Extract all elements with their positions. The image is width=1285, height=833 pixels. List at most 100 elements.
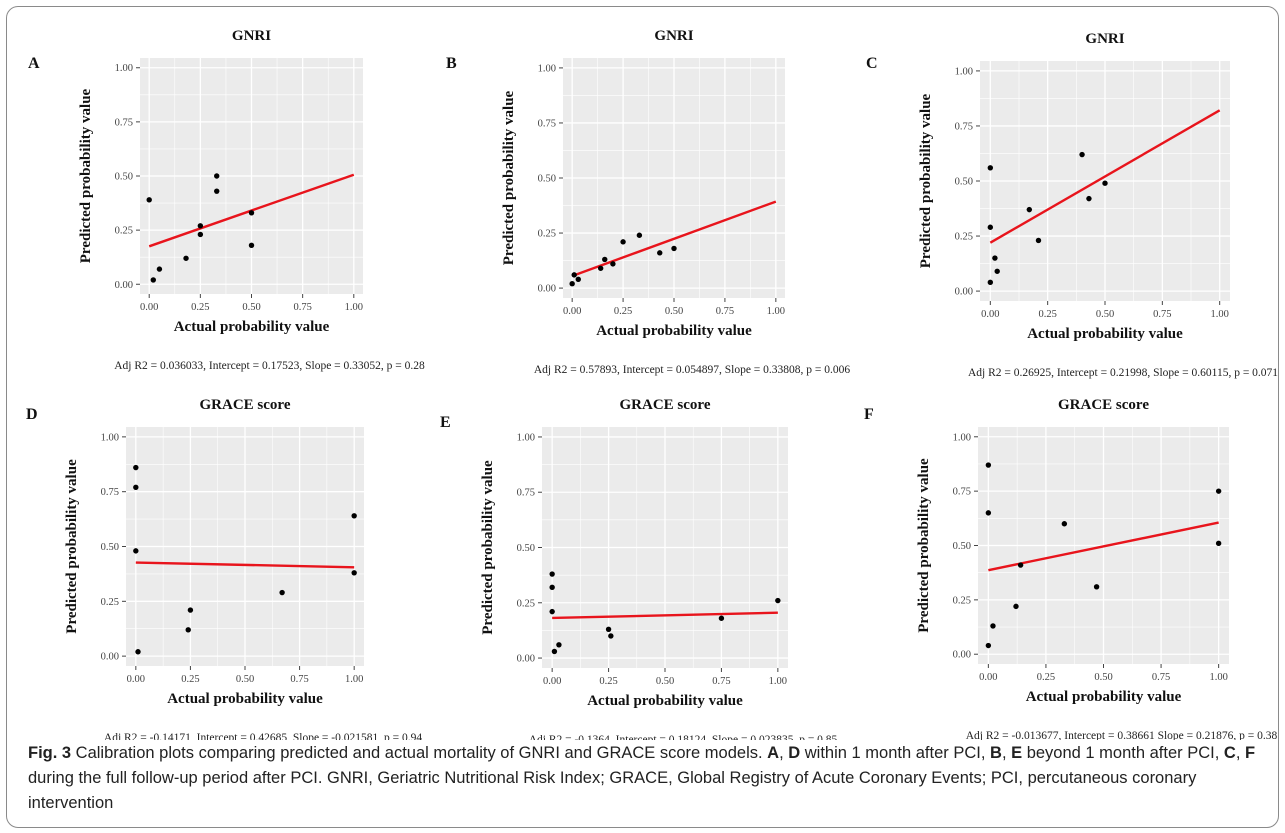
x-tick-label: 0.50 (242, 302, 260, 313)
data-point (671, 245, 677, 252)
data-point (597, 265, 604, 271)
data-point (1102, 180, 1108, 186)
data-point (987, 165, 994, 171)
y-tick-label: 0.75 (953, 487, 971, 498)
y-tick-label: 0.25 (955, 232, 973, 243)
data-point (150, 277, 156, 283)
y-tick-label: 1.00 (538, 63, 556, 74)
caption-text: Calibration plots comparing predicted an… (28, 744, 1255, 812)
x-tick-label: 1.00 (1209, 672, 1227, 683)
caption-label: Fig. 3 (28, 744, 72, 762)
x-tick-label: 0.25 (1038, 309, 1056, 320)
data-point (994, 268, 1000, 274)
y-tick-label: 0.25 (101, 597, 119, 608)
regression-line (135, 561, 355, 569)
y-tick-label: 1.00 (953, 432, 971, 443)
regression-line (988, 521, 1219, 572)
panel-letter: F (864, 406, 874, 423)
y-tick-label: 0.00 (538, 284, 556, 295)
x-tick-label: 0.25 (614, 306, 632, 317)
x-tick-label: 0.50 (1096, 309, 1114, 320)
x-tick-label: 0.75 (1153, 309, 1171, 320)
data-point (279, 589, 285, 596)
panel-letter: E (440, 414, 451, 431)
figure-caption: Fig. 3 Calibration plots comparing predi… (28, 741, 1263, 816)
y-tick-label: 1.00 (115, 63, 133, 74)
y-tick-label: 0.75 (101, 487, 119, 498)
x-tick-label: 0.00 (979, 672, 997, 683)
data-point (248, 242, 255, 248)
panel-title: GRACE score (1058, 397, 1149, 413)
panel-c: 0.00 0.00 0.25 0.25 0.50 0.50 0.75 0.75 1.00 1.00… (866, 31, 1278, 379)
caption-panel-ref: B (990, 744, 1002, 762)
data-point (987, 279, 994, 285)
y-tick-label: 1.00 (101, 432, 119, 443)
data-point (156, 266, 163, 272)
y-tick-label: 0.75 (115, 117, 133, 128)
y-tick-label: 0.50 (538, 174, 556, 185)
x-tick-label: 1.00 (345, 302, 363, 313)
data-point (1035, 237, 1042, 244)
regression-stats: Adj R2 = -0.1364, Intercept = 0.18124, S… (529, 734, 838, 740)
y-tick-label: 0.00 (101, 652, 119, 663)
regression-stats: Adj R2 = -0.14171, Intercept = 0.42685, … (104, 732, 422, 740)
data-point (183, 255, 189, 261)
data-point (990, 623, 996, 629)
caption-panel-ref: F (1245, 744, 1256, 762)
data-point (985, 462, 992, 468)
y-tick-label: 0.75 (955, 121, 973, 132)
panel-e: 0.00 0.00 0.25 0.25 0.50 0.50 0.75 0.75 1.00 1.00… (440, 397, 838, 740)
x-tick-label: 0.25 (181, 674, 199, 685)
data-point (605, 626, 612, 633)
y-tick-label: 0.00 (955, 287, 973, 298)
x-tick-label: 0.25 (191, 302, 209, 313)
x-tick-label: 1.00 (769, 676, 787, 687)
caption-text-part: during the full follow-up period after P… (28, 769, 1197, 812)
panel-title: GNRI (232, 28, 271, 44)
x-tick-label: 0.00 (140, 302, 158, 313)
panel-letter: B (446, 55, 457, 72)
data-point (985, 642, 992, 649)
data-point (135, 649, 141, 655)
data-point (775, 597, 781, 604)
data-point (146, 197, 152, 203)
panel-f: 0.00 0.00 0.25 0.25 0.50 0.50 0.75 0.75 1.00 1.00… (864, 397, 1277, 740)
panel-letter: C (866, 55, 878, 72)
x-tick-label: 0.75 (716, 306, 734, 317)
regression-line (571, 200, 777, 278)
regression-line (552, 611, 778, 620)
data-point (214, 173, 220, 179)
data-point (657, 250, 663, 256)
x-tick-label: 0.50 (1094, 672, 1112, 683)
data-point (1026, 206, 1033, 213)
y-tick-label: 1.00 (517, 432, 535, 443)
calibration-plots-figure: 0.00 0.00 0.25 0.25 0.50 0.50 0.75 0.75 1.00 1.00… (26, 28, 1278, 740)
x-axis-label: Actual probability value (1026, 689, 1182, 705)
y-tick-label: 0.50 (101, 542, 119, 553)
y-axis-label: Predicted probability value (480, 460, 496, 635)
data-point (718, 615, 725, 621)
caption-text-part: , (1001, 744, 1012, 762)
panel-title: GNRI (654, 28, 693, 44)
data-point (351, 513, 357, 519)
panel-letter: D (26, 406, 38, 423)
x-tick-label: 0.75 (1152, 672, 1170, 683)
x-axis-label: Actual probability value (587, 693, 743, 709)
x-axis-label: Actual probability value (174, 319, 330, 335)
data-point (636, 232, 643, 238)
caption-text-part: Calibration plots comparing predicted an… (71, 744, 768, 762)
caption-panel-ref: A (767, 744, 780, 762)
data-point (197, 231, 204, 238)
x-tick-label: 0.00 (563, 306, 581, 317)
data-point (187, 607, 194, 613)
caption-text-part: , (1235, 744, 1245, 762)
y-tick-label: 0.00 (517, 654, 535, 665)
caption-panel-ref: C (1223, 744, 1236, 762)
data-point (1061, 521, 1068, 527)
y-axis-label: Predicted probability value (78, 88, 94, 263)
x-tick-label: 1.00 (345, 674, 363, 685)
y-tick-label: 0.50 (955, 177, 973, 188)
data-point (1013, 603, 1019, 610)
y-tick-label: 0.75 (517, 488, 535, 499)
x-axis-label: Actual probability value (596, 323, 752, 339)
